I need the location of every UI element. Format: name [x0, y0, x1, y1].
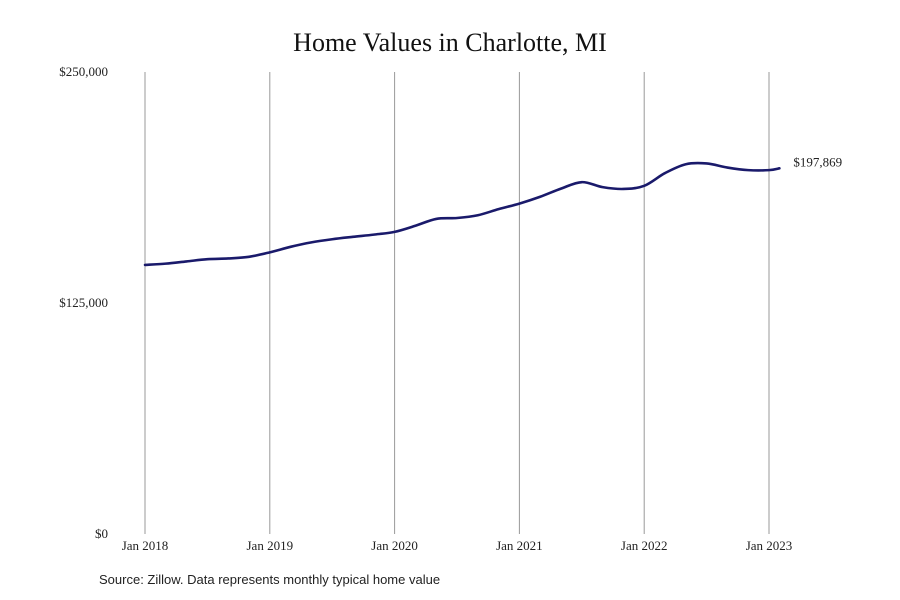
- y-tick-label: $0: [95, 526, 108, 541]
- y-tick-label: $125,000: [59, 295, 108, 310]
- y-axis-labels: $0 $125,000 $250,000: [59, 64, 108, 541]
- source-note: Source: Zillow. Data represents monthly …: [99, 572, 441, 587]
- home-value-line: [143, 161, 781, 267]
- x-axis-labels: Jan 2018 Jan 2019 Jan 2020 Jan 2021 Jan 2022…: [122, 538, 793, 553]
- x-tick-label: Jan 2022: [621, 538, 668, 553]
- x-tick-label: Jan 2018: [122, 538, 169, 553]
- x-tick-label: Jan 2021: [496, 538, 543, 553]
- gridlines: [144, 72, 770, 534]
- end-value-label: $197,869: [793, 154, 842, 169]
- x-tick-label: Jan 2020: [371, 538, 418, 553]
- x-tick-label: Jan 2019: [247, 538, 294, 553]
- x-tick-label: Jan 2023: [746, 538, 793, 553]
- y-tick-label: $250,000: [59, 64, 108, 79]
- chart-title: Home Values in Charlotte, MI: [293, 28, 607, 57]
